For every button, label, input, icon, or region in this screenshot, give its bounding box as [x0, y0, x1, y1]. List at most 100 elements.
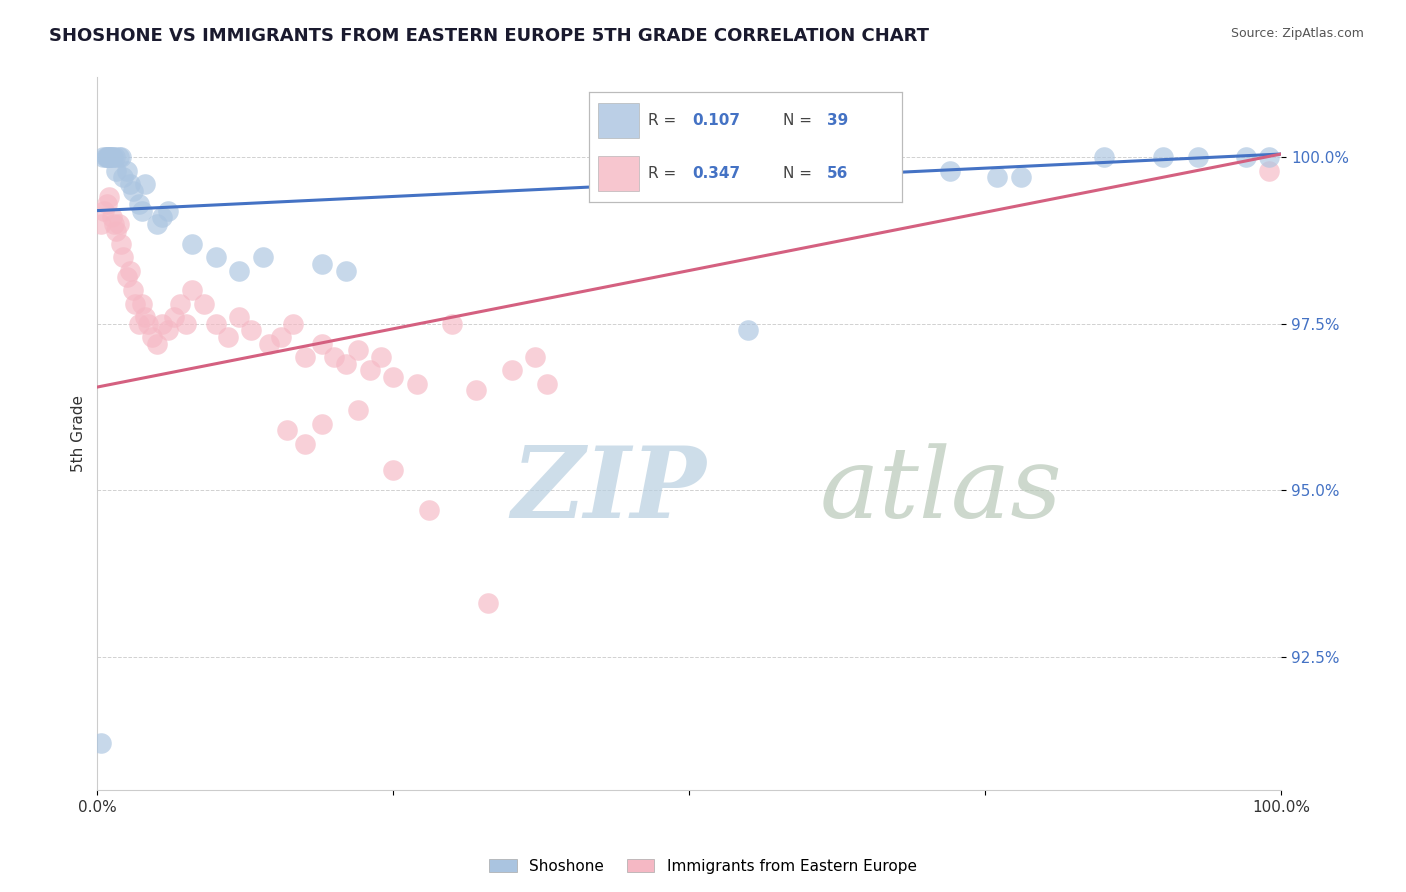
- Point: [94, 150, 117, 164]
- Point: [145, 336, 167, 351]
- Point: [100, 150, 122, 164]
- Point: [1152, 150, 1174, 164]
- Point: [120, 263, 142, 277]
- Point: [93, 203, 115, 218]
- Point: [204, 250, 226, 264]
- Point: [335, 263, 357, 277]
- Text: atlas: atlas: [820, 443, 1062, 538]
- Point: [346, 403, 368, 417]
- Point: [217, 330, 239, 344]
- Legend: Shoshone, Immigrants from Eastern Europe: Shoshone, Immigrants from Eastern Europe: [484, 853, 922, 880]
- Point: [406, 376, 429, 391]
- Point: [141, 330, 163, 344]
- Point: [90, 736, 112, 750]
- Point: [101, 150, 124, 164]
- Text: SHOSHONE VS IMMIGRANTS FROM EASTERN EUROPE 5TH GRADE CORRELATION CHART: SHOSHONE VS IMMIGRANTS FROM EASTERN EURO…: [49, 27, 929, 45]
- Point: [252, 250, 274, 264]
- Point: [938, 163, 960, 178]
- Point: [1010, 170, 1032, 185]
- Y-axis label: 5th Grade: 5th Grade: [72, 395, 86, 472]
- Point: [157, 203, 180, 218]
- Point: [1258, 150, 1281, 164]
- Point: [204, 317, 226, 331]
- Point: [174, 317, 197, 331]
- Point: [228, 310, 250, 325]
- Point: [105, 223, 128, 237]
- Point: [131, 297, 153, 311]
- Point: [115, 270, 138, 285]
- Point: [145, 217, 167, 231]
- Point: [134, 310, 156, 325]
- Point: [240, 323, 263, 337]
- Point: [323, 350, 346, 364]
- Point: [270, 330, 292, 344]
- Point: [382, 370, 405, 384]
- Point: [152, 317, 174, 331]
- Point: [98, 190, 121, 204]
- Point: [96, 150, 118, 164]
- Point: [181, 284, 204, 298]
- Point: [169, 297, 191, 311]
- Point: [370, 350, 392, 364]
- Point: [359, 363, 381, 377]
- Point: [136, 317, 159, 331]
- Point: [110, 236, 132, 251]
- Point: [276, 423, 298, 437]
- Point: [181, 236, 204, 251]
- Point: [105, 163, 128, 178]
- Point: [311, 336, 333, 351]
- Point: [107, 217, 129, 231]
- Point: [335, 357, 357, 371]
- Point: [855, 184, 877, 198]
- Point: [311, 257, 333, 271]
- Point: [134, 177, 156, 191]
- Point: [110, 150, 132, 164]
- Point: [1234, 150, 1257, 164]
- Point: [97, 150, 120, 164]
- Point: [524, 350, 547, 364]
- Point: [294, 350, 316, 364]
- Point: [193, 297, 215, 311]
- Text: ZIP: ZIP: [512, 442, 707, 539]
- Point: [1187, 150, 1209, 164]
- Point: [257, 336, 280, 351]
- Point: [100, 211, 122, 225]
- Point: [281, 317, 304, 331]
- Point: [120, 177, 142, 191]
- Point: [228, 263, 250, 277]
- Point: [115, 163, 138, 178]
- Point: [536, 376, 558, 391]
- Point: [157, 323, 180, 337]
- Point: [382, 463, 405, 477]
- Point: [501, 363, 523, 377]
- Text: Source: ZipAtlas.com: Source: ZipAtlas.com: [1230, 27, 1364, 40]
- Point: [418, 503, 440, 517]
- Point: [96, 197, 118, 211]
- Point: [152, 211, 174, 225]
- Point: [1258, 163, 1281, 178]
- Point: [128, 197, 150, 211]
- Point: [986, 170, 1008, 185]
- Point: [100, 150, 122, 164]
- Point: [128, 317, 150, 331]
- Point: [91, 150, 114, 164]
- Point: [163, 310, 186, 325]
- Point: [103, 217, 125, 231]
- Point: [131, 203, 153, 218]
- Point: [107, 150, 129, 164]
- Point: [441, 317, 464, 331]
- Point: [294, 436, 316, 450]
- Point: [104, 150, 127, 164]
- Point: [737, 323, 759, 337]
- Point: [121, 284, 143, 298]
- Point: [311, 417, 333, 431]
- Point: [124, 297, 146, 311]
- Point: [112, 170, 135, 185]
- Point: [98, 150, 121, 164]
- Point: [477, 596, 499, 610]
- Point: [465, 384, 488, 398]
- Point: [1092, 150, 1115, 164]
- Point: [346, 343, 368, 358]
- Point: [112, 250, 135, 264]
- Point: [90, 217, 112, 231]
